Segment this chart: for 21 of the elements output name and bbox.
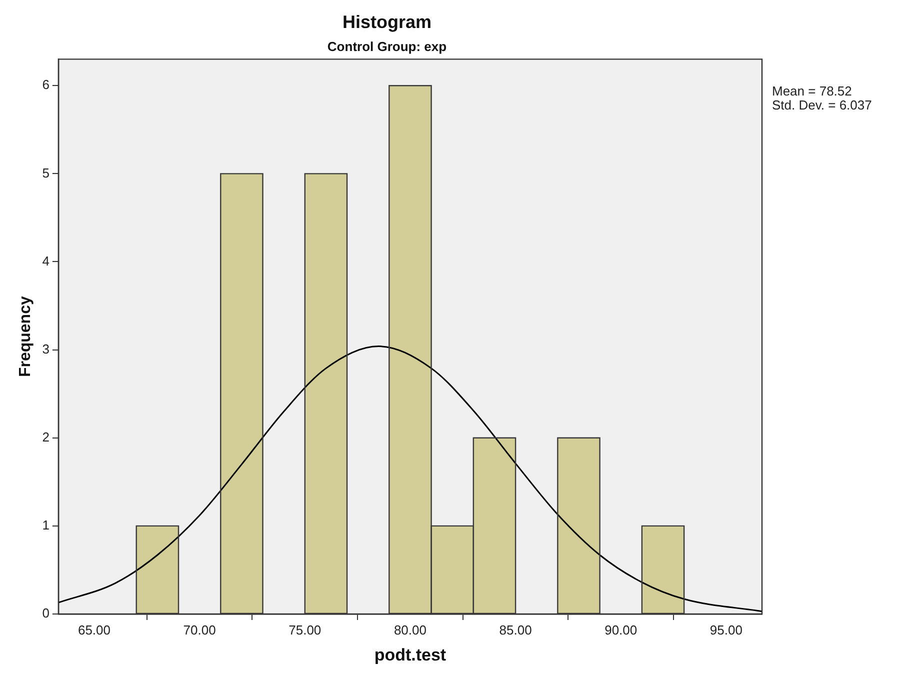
y-tick-label: 0 [42, 606, 50, 621]
y-tick-label: 6 [42, 77, 50, 92]
x-tick-label: 70.00 [183, 622, 216, 638]
y-tick-label: 3 [42, 341, 50, 356]
y-axis-title: Frequency [17, 296, 34, 378]
y-tick-label: 1 [42, 518, 50, 533]
text: Mean = 78.52 [772, 83, 852, 98]
x-axis-title: podt.test [374, 645, 446, 664]
text: Std. Dev. = 6.037 [772, 97, 872, 112]
line-series [58, 346, 762, 612]
chart-title: Histogram [342, 12, 432, 32]
y-tick-label: 4 [42, 253, 50, 268]
y-tick-label: 5 [42, 165, 50, 180]
x-tick-label: 65.00 [78, 622, 111, 638]
y-tick-label: 2 [42, 429, 50, 444]
x-tick-label: 75.00 [288, 622, 322, 638]
chart-subtitle: Control Group: exp [327, 38, 447, 54]
x-tick-label: 80.00 [394, 622, 426, 638]
x-tick-label: 95.00 [710, 622, 742, 638]
x-tick-label: 90.00 [604, 622, 638, 638]
x-tick-label: 85.00 [499, 622, 532, 638]
